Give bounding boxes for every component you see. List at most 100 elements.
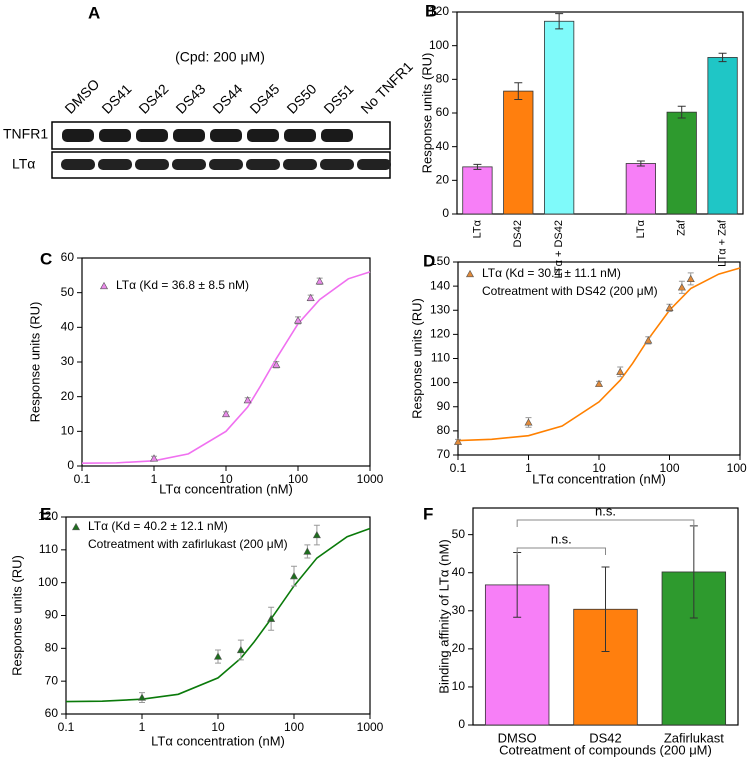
x-tick-label: 1 — [139, 720, 146, 734]
y-tick-label: 120 — [429, 4, 449, 18]
legend-marker — [71, 522, 81, 531]
y-tick-label: 80 — [437, 423, 451, 437]
y-axis-label: Response units (RU) — [9, 555, 24, 676]
annotation: n.s. — [551, 531, 572, 546]
point — [616, 367, 625, 375]
point — [686, 274, 695, 282]
bar — [707, 57, 738, 215]
band — [173, 129, 205, 142]
bar — [625, 163, 656, 215]
y-tick-label: 120 — [430, 327, 450, 341]
band — [210, 129, 242, 142]
y-tick-label: 110 — [431, 351, 450, 365]
x-tick-label: 1 — [151, 472, 158, 486]
y-tick-label: 100 — [429, 38, 449, 52]
point — [213, 652, 223, 660]
fit-line — [457, 267, 741, 442]
lane-label: DS41 — [98, 81, 134, 117]
legend-label: LTα (Kd = 36.8 ± 8.5 nM) — [116, 278, 249, 292]
y-tick-label: 90 — [45, 608, 59, 622]
lane-label: DS45 — [246, 81, 282, 117]
y-axis-label: Response units (RU) — [409, 298, 424, 419]
point — [221, 409, 231, 418]
y-axis-label: Response units (RU) — [419, 53, 434, 174]
y-tick-label: 60 — [436, 105, 450, 119]
blot-condition: (Cpd: 200 μM) — [175, 49, 265, 65]
x-tick-label: DS42 — [589, 730, 622, 745]
annotation: n.s. — [595, 503, 616, 518]
y-tick-label: 20 — [61, 389, 75, 403]
legend-label: LTα (Kd = 40.2 ± 12.1 nM) — [88, 519, 228, 533]
y-tick-label: 100 — [38, 575, 58, 589]
y-tick-label: 140 — [430, 278, 450, 292]
x-tick-label: DMSO — [498, 730, 537, 745]
y-tick-label: 60 — [45, 706, 59, 720]
band — [99, 129, 131, 142]
y-tick-label: 40 — [452, 565, 466, 579]
y-tick-label: 50 — [61, 285, 75, 299]
point — [315, 277, 324, 285]
x-axis-label: LTα concentration (nM) — [159, 481, 293, 496]
legend-label: LTα (Kd = 30.4 ± 11.1 nM) — [482, 266, 621, 280]
error-bar — [555, 13, 564, 30]
band — [62, 129, 94, 142]
error-bar — [718, 52, 727, 63]
panel-label: C — [40, 249, 52, 268]
y-tick-label: 10 — [61, 424, 75, 438]
point — [453, 437, 463, 445]
point — [594, 379, 604, 387]
point — [137, 693, 147, 701]
plot-frame — [456, 11, 744, 215]
bar — [544, 20, 575, 215]
annotation: Cotreatment with zafirlukast (200 μM) — [88, 537, 288, 551]
error-bar — [601, 566, 610, 653]
y-tick-label: 80 — [45, 641, 59, 655]
point — [149, 454, 159, 462]
point — [644, 336, 653, 344]
band — [284, 129, 316, 142]
band — [135, 159, 169, 170]
lane-label: No TNFR1 — [357, 58, 416, 117]
point — [524, 418, 533, 426]
error-bar — [514, 82, 523, 101]
x-tick-label: 0.1 — [58, 720, 75, 734]
annotation: Cotreatment with DS42 (200 μM) — [482, 284, 658, 298]
x-tick-label: 100 — [288, 472, 308, 486]
x-tick-label: LTα + Zaf — [716, 219, 728, 267]
panel-label: F — [423, 504, 433, 523]
band — [98, 159, 132, 170]
x-tick-label: 0.1 — [450, 461, 467, 475]
y-tick-label: 150 — [430, 254, 450, 268]
legend-marker — [99, 281, 109, 290]
y-tick-label: 70 — [45, 673, 59, 687]
band — [172, 159, 206, 170]
x-tick-label: 1000 — [727, 461, 747, 475]
x-tick-label: 10 — [211, 720, 225, 734]
fit-line — [65, 527, 371, 703]
x-tick-label: LTα — [635, 219, 647, 238]
y-tick-label: 0 — [67, 458, 74, 472]
y-tick-label: 80 — [436, 72, 450, 86]
x-tick-label: 100 — [284, 720, 304, 734]
band — [283, 159, 317, 170]
row-label: TNFR1 — [3, 126, 48, 142]
panel-label: D — [423, 251, 435, 270]
lane-label: DS43 — [172, 81, 208, 117]
bracket — [516, 519, 695, 527]
panel-label: B — [425, 1, 437, 20]
x-tick-label: 0.1 — [74, 472, 91, 486]
x-tick-label: Zafirlukast — [664, 730, 724, 745]
bar — [666, 111, 697, 215]
x-tick-label: 1 — [525, 461, 532, 475]
y-tick-label: 50 — [452, 527, 466, 541]
error-bar — [636, 160, 645, 167]
y-tick-label: 100 — [430, 375, 450, 389]
x-tick-label: 100 — [659, 461, 679, 475]
band — [320, 159, 354, 170]
error-bar — [473, 163, 482, 170]
y-tick-label: 60 — [61, 250, 75, 264]
panel-label: A — [88, 3, 100, 22]
x-tick-label: 10 — [219, 472, 233, 486]
point — [293, 316, 303, 324]
band — [357, 159, 391, 170]
